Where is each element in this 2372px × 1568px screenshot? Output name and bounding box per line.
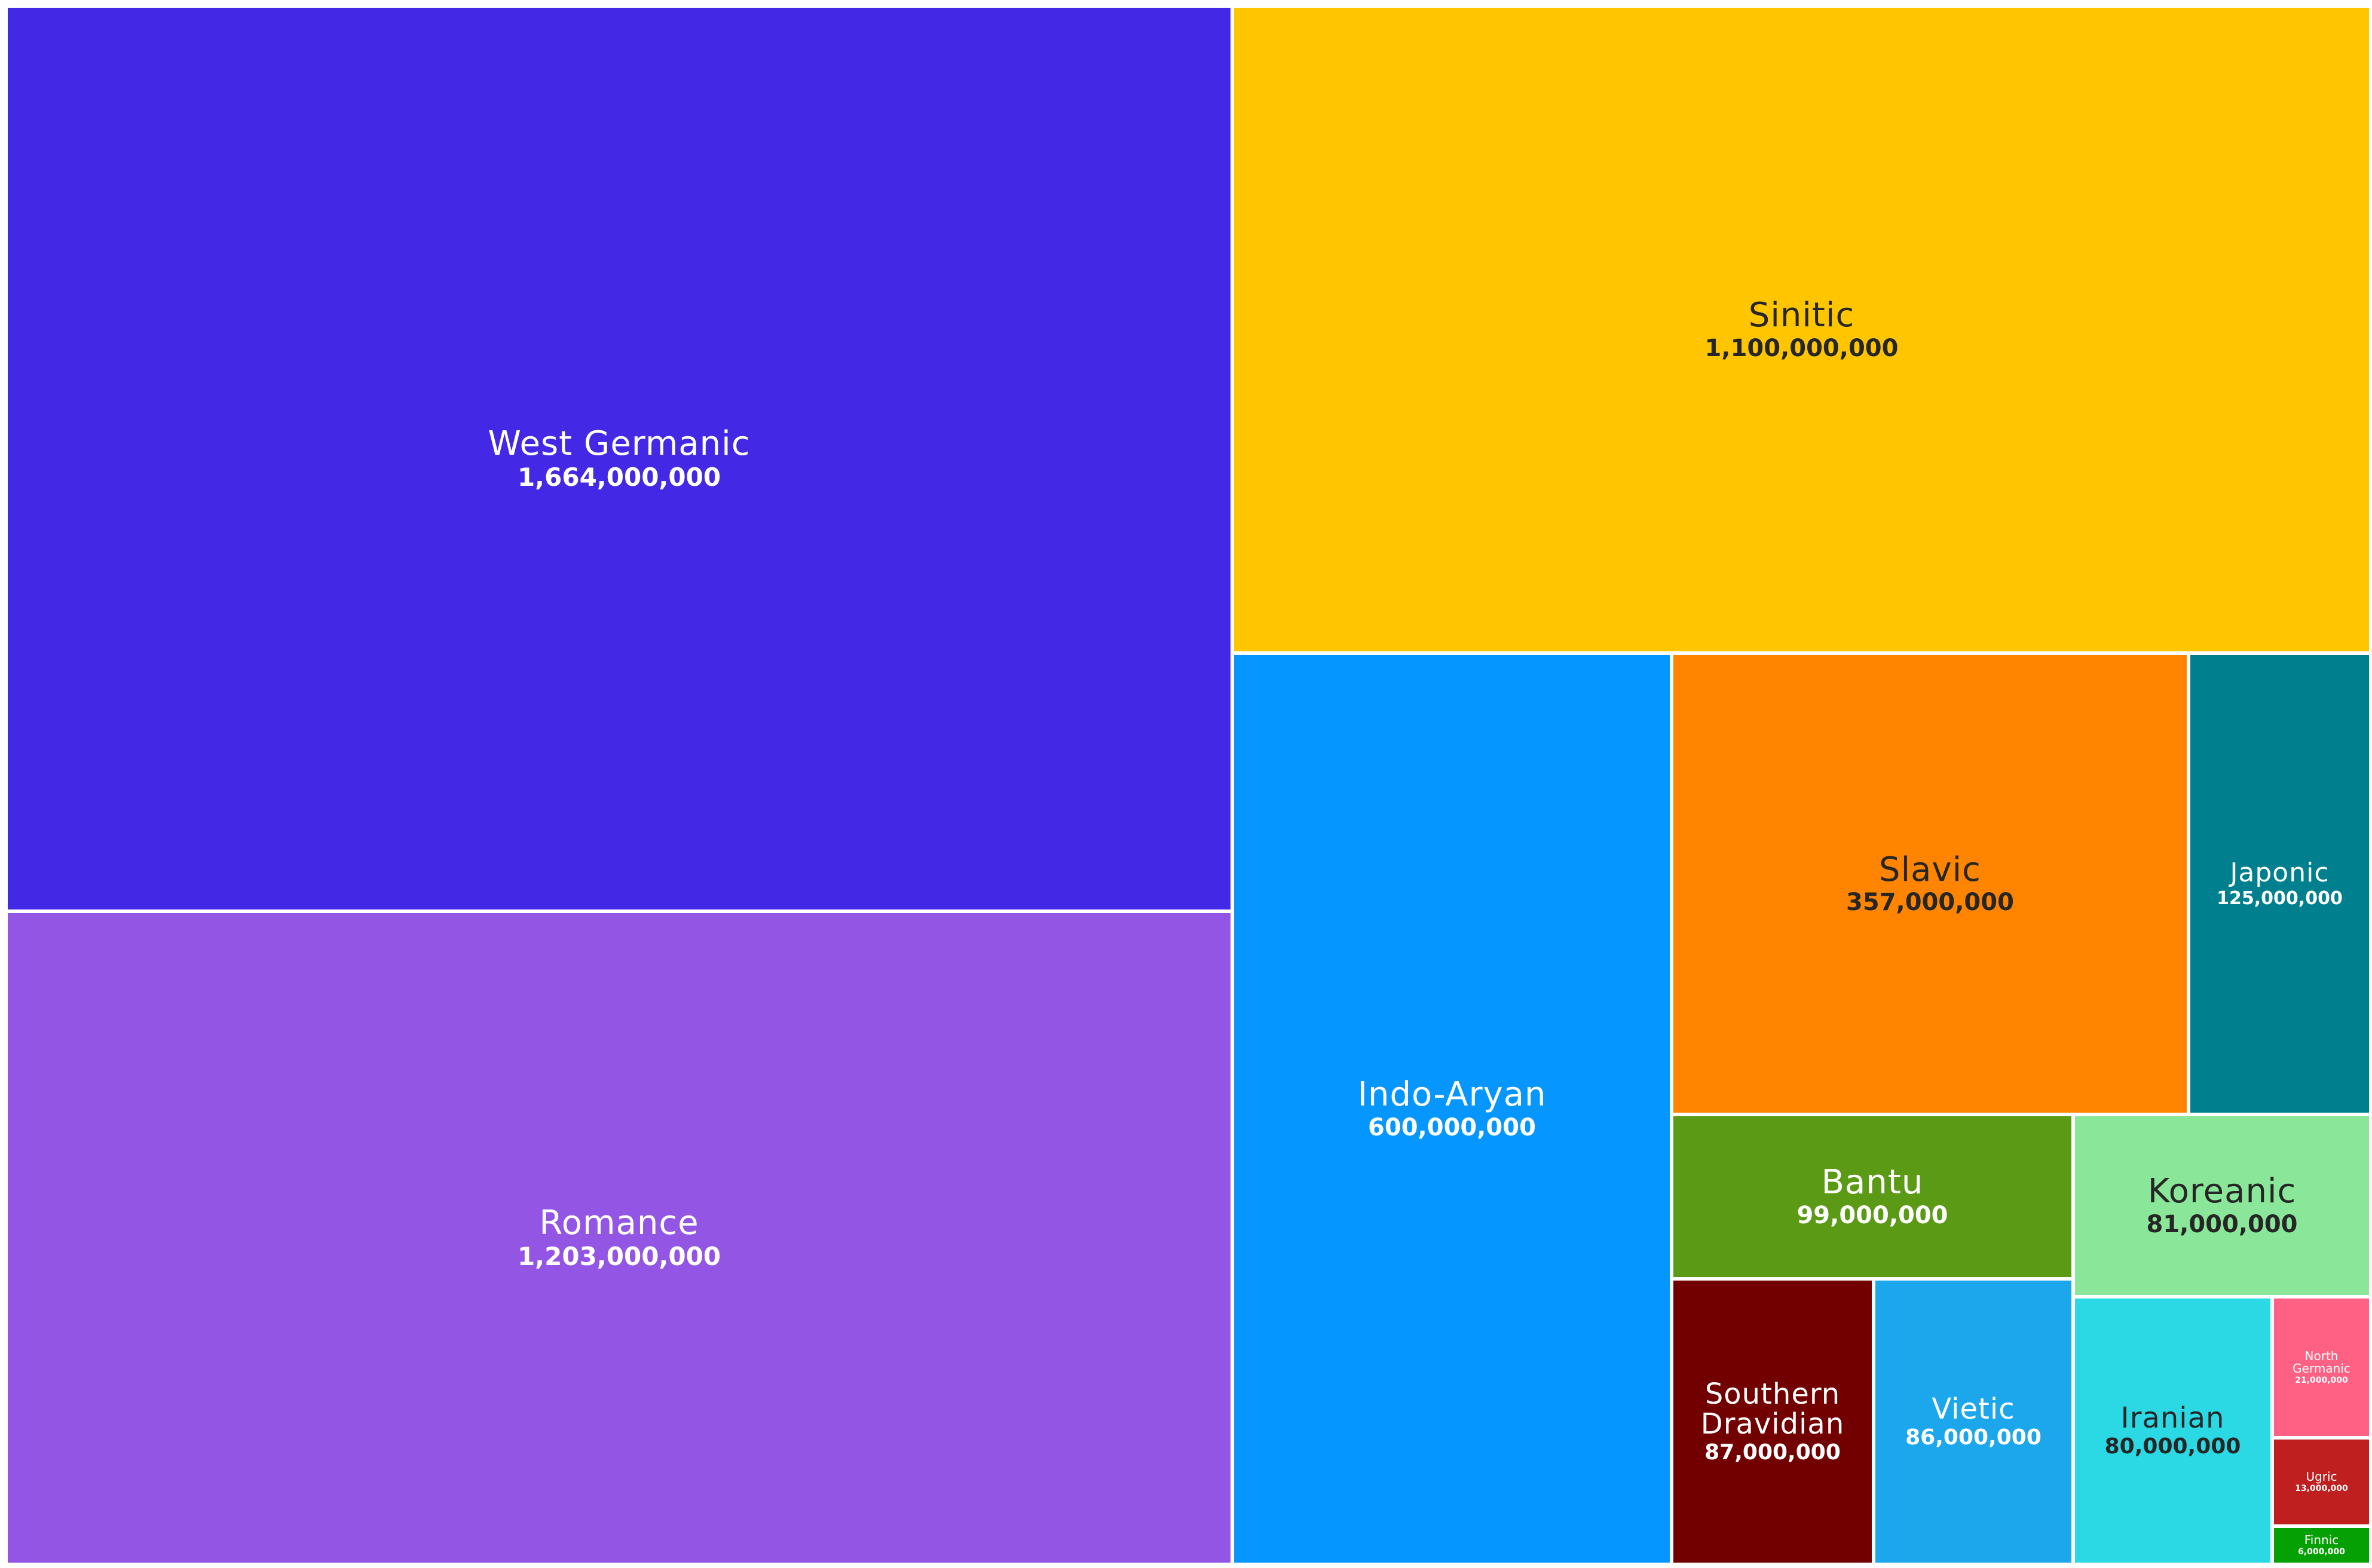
tile-value-label: 81,000,000 [2146,1210,2298,1238]
treemap-tile-label: Ugric 13,000,000 [2295,1471,2348,1493]
tile-value-label: 1,100,000,000 [1704,334,1899,362]
treemap-tile: Iranian 80,000,000 [2073,1297,2272,1564]
tile-category-label: North Germanic [2293,1348,2350,1376]
tile-category-label: Vietic [1932,1392,2015,1426]
treemap-tile: Sinitic 1,100,000,000 [1232,6,2371,653]
tile-category-label: West Germanic [488,424,751,464]
tile-value-label: 1,664,000,000 [517,462,721,492]
tile-value-label: 99,000,000 [1796,1201,1948,1229]
treemap-tile-label: Slavic 357,000,000 [1846,850,2014,917]
tile-category-label: Bantu [1821,1163,1924,1202]
treemap-tile: Ugric 13,000,000 [2272,1438,2371,1526]
treemap-tile: Southern Dravidian 87,000,000 [1672,1279,1874,1564]
treemap-tile: North Germanic 21,000,000 [2272,1297,2371,1438]
treemap-tile-label: Bantu 99,000,000 [1796,1165,1948,1228]
treemap-tile-label: Finnic 6,000,000 [2298,1534,2345,1557]
tile-value-label: 125,000,000 [2217,888,2343,909]
tile-value-label: 600,000,000 [1368,1113,1536,1141]
tile-value-label: 6,000,000 [2298,1547,2345,1557]
tile-category-label: Sinitic [1748,296,1855,335]
tile-value-label: 357,000,000 [1846,889,2014,917]
treemap-tile-label: Koreanic 81,000,000 [2146,1174,2297,1237]
treemap-tile-label: Iranian 80,000,000 [2105,1403,2241,1458]
tile-category-label: Koreanic [2147,1172,2297,1211]
treemap-tile: Indo-Aryan 600,000,000 [1232,653,1672,1564]
treemap-tile-label: Japonic 125,000,000 [2217,859,2343,908]
treemap-tile-label: Indo-Aryan 600,000,000 [1357,1077,1546,1140]
tile-value-label: 80,000,000 [2104,1434,2241,1459]
treemap-tile-label: Southern Dravidian 87,000,000 [1683,1379,1862,1465]
tile-value-label: 13,000,000 [2295,1484,2348,1494]
treemap-tile-label: West Germanic 1,664,000,000 [488,424,751,492]
tile-category-label: Ugric [2306,1469,2337,1484]
tile-category-label: Romance [539,1203,699,1243]
treemap-tile: Koreanic 81,000,000 [2073,1114,2371,1297]
treemap-tile: Vietic 86,000,000 [1874,1279,2073,1564]
tile-category-label: Iranian [2120,1401,2225,1435]
treemap-tile: West Germanic 1,664,000,000 [6,6,1232,911]
tile-category-label: Slavic [1879,850,1981,889]
treemap-tile-label: Vietic 86,000,000 [1905,1394,2042,1449]
treemap-tile-label: Sinitic 1,100,000,000 [1705,298,1899,361]
treemap-tile: Bantu 99,000,000 [1672,1114,2073,1279]
tile-value-label: 86,000,000 [1905,1425,2042,1450]
tile-value-label: 1,203,000,000 [517,1241,721,1271]
tile-value-label: 21,000,000 [2295,1375,2348,1385]
treemap-tile: Finnic 6,000,000 [2272,1526,2371,1564]
tile-category-label: Japonic [2230,858,2330,889]
tile-category-label: Southern Dravidian [1700,1377,1845,1441]
tile-value-label: 87,000,000 [1704,1440,1841,1465]
tile-category-label: Indo-Aryan [1357,1075,1547,1114]
treemap-tile: Romance 1,203,000,000 [6,911,1232,1564]
treemap-tile: Slavic 357,000,000 [1672,653,2189,1114]
treemap-tile: Japonic 125,000,000 [2189,653,2371,1114]
tile-category-label: Finnic [2304,1533,2339,1548]
treemap-tile-label: Romance 1,203,000,000 [517,1203,721,1271]
treemap-tile-label: North Germanic 21,000,000 [2289,1348,2355,1385]
